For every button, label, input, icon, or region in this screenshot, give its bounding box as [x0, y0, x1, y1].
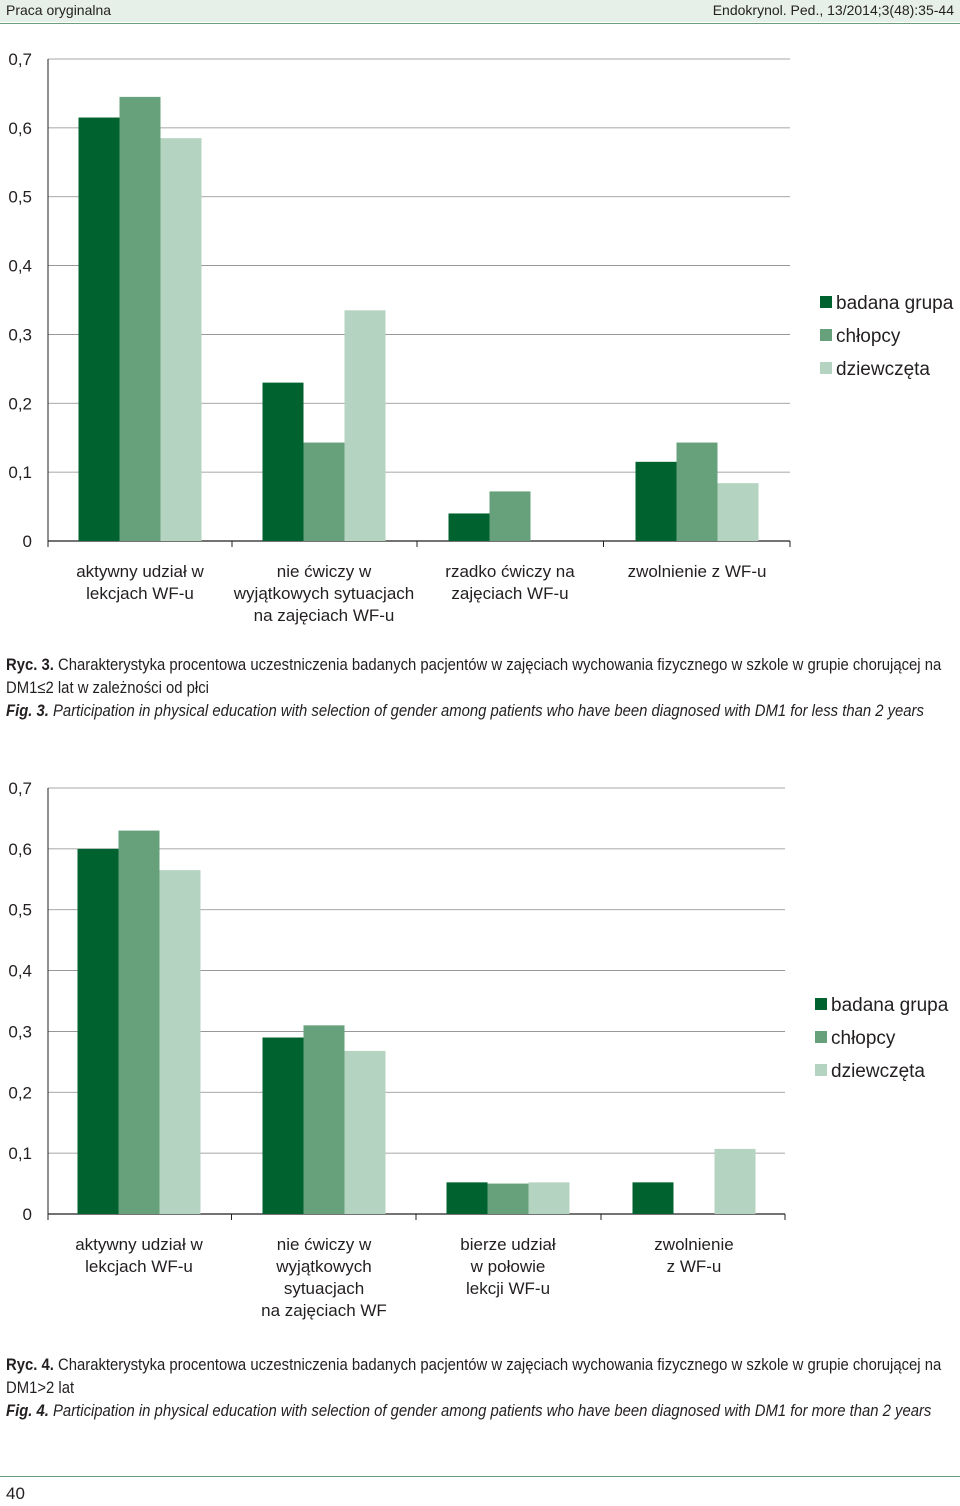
- category-label: bierze udział: [460, 1235, 556, 1254]
- category-label: lekcjach WF-u: [85, 1257, 193, 1276]
- y-tick-label: 0,1: [8, 463, 32, 482]
- figure-4-text-pl: Charakterystyka procentowa uczestniczeni…: [6, 1356, 942, 1397]
- category-label: wyjątkowych: [275, 1257, 371, 1276]
- figure-4-chart: 0 0,1 0,2 0,3 0,4 0,5 0,6 0,7 aktywny udział w le…: [0, 770, 960, 1350]
- y-tick-label: 0,6: [8, 840, 32, 859]
- figure-3-caption: Ryc. 3. Charakterystyka procentowa uczes…: [6, 654, 951, 723]
- category-label: na zajęciach WF: [261, 1301, 387, 1320]
- figure-3-caption-english: Fig. 3. Participation in physical educat…: [6, 700, 951, 723]
- bar-badana-grupa-2: [448, 513, 490, 541]
- bar-badana-grupa-0: [78, 117, 120, 542]
- y-tick-label: 0,2: [8, 394, 32, 413]
- category-label: aktywny udział w: [75, 1235, 203, 1254]
- category-label: na zajęciach WF-u: [254, 606, 395, 625]
- figure-3-caption-polish: Ryc. 3. Charakterystyka procentowa uczes…: [6, 654, 951, 700]
- legend-swatch: [820, 296, 832, 308]
- chart-0-svg: 0 0,1 0,2 0,3 0,4 0,5 0,6 0,7 aktywny udział w le…: [8, 50, 954, 625]
- category-label: w połowie: [470, 1257, 546, 1276]
- header-journal-citation: Endokrynol. Ped., 13/2014;3(48):35-44: [712, 2, 954, 18]
- bar-chłopcy-2: [489, 491, 531, 541]
- page-number: 40: [6, 1484, 25, 1503]
- y-tick-label: 0,3: [8, 1022, 32, 1041]
- y-tick-label: 0,6: [8, 119, 32, 138]
- figure-3-label-pl: Ryc. 3.: [6, 656, 54, 674]
- y-tick-label: 0,7: [8, 50, 32, 69]
- category-label: zwolnienie: [654, 1235, 733, 1254]
- y-tick-label: 0,2: [8, 1083, 32, 1102]
- bar-chłopcy-0: [118, 830, 160, 1214]
- figure-3-text-pl: Charakterystyka procentowa uczestniczeni…: [6, 656, 942, 697]
- legend-label: dziewczęta: [831, 1061, 925, 1082]
- bar-badana-grupa-2: [446, 1182, 488, 1214]
- page-header: Praca oryginalna Endokrynol. Ped., 13/20…: [0, 0, 960, 22]
- bar-chłopcy-3: [676, 442, 718, 541]
- legend-swatch: [815, 1031, 827, 1043]
- legend-label: chłopcy: [836, 326, 901, 347]
- y-tick-label: 0,3: [8, 325, 32, 344]
- bar-dziewczęta-0: [159, 870, 201, 1214]
- legend-swatch: [815, 1064, 827, 1076]
- category-label: lekcjach WF-u: [86, 584, 194, 603]
- figure-4-label-en: Fig. 4.: [6, 1402, 49, 1420]
- y-tick-label: 0: [23, 1205, 32, 1224]
- bar-dziewczęta-0: [160, 138, 202, 541]
- figure-4-caption-polish: Ryc. 4. Charakterystyka procentowa uczes…: [6, 1354, 951, 1400]
- legend-label: badana grupa: [836, 293, 954, 314]
- category-label: nie ćwiczy w: [277, 562, 372, 581]
- bar-chłopcy-1: [303, 1025, 345, 1214]
- chart-1-svg: 0 0,1 0,2 0,3 0,4 0,5 0,6 0,7 aktywny udział w le…: [8, 779, 949, 1320]
- header-rule: [0, 23, 960, 24]
- category-label: rzadko ćwiczy na: [445, 562, 575, 581]
- y-tick-label: 0,1: [8, 1144, 32, 1163]
- y-tick-label: 0,7: [8, 779, 32, 798]
- figure-3-text-en: Participation in physical education with…: [48, 702, 924, 720]
- category-label: zajęciach WF-u: [451, 584, 568, 603]
- category-label: lekcji WF-u: [466, 1279, 550, 1298]
- y-tick-label: 0: [23, 532, 32, 551]
- bar-dziewczęta-2: [528, 1182, 570, 1214]
- bar-dziewczęta-1: [344, 310, 386, 541]
- figure-4-text-en: Participation in physical education with…: [48, 1402, 932, 1420]
- y-tick-label: 0,4: [8, 257, 32, 276]
- bar-chłopcy-1: [303, 442, 345, 541]
- legend-swatch: [820, 362, 832, 374]
- bar-dziewczęta-1: [344, 1050, 386, 1214]
- category-label: aktywny udział w: [76, 562, 204, 581]
- category-label: z WF-u: [667, 1257, 722, 1276]
- bar-badana-grupa-3: [635, 461, 677, 541]
- legend-label: dziewczęta: [836, 359, 930, 380]
- legend-label: chłopcy: [831, 1028, 896, 1049]
- category-label: zwolnienie z WF-u: [628, 562, 767, 581]
- figure-4-caption-english: Fig. 4. Participation in physical educat…: [6, 1400, 951, 1423]
- bar-chłopcy-0: [119, 96, 161, 541]
- legend-swatch: [820, 329, 832, 341]
- bar-dziewczęta-3: [714, 1148, 756, 1214]
- legend-swatch: [815, 998, 827, 1010]
- bar-dziewczęta-3: [717, 483, 759, 541]
- figure-3-label-en: Fig. 3.: [6, 702, 49, 720]
- bar-badana-grupa-3: [632, 1182, 674, 1214]
- figure-4-caption: Ryc. 4. Charakterystyka procentowa uczes…: [6, 1354, 951, 1423]
- bar-badana-grupa-1: [262, 1037, 304, 1214]
- header-section-label: Praca oryginalna: [6, 2, 112, 18]
- category-label: sytuacjach: [284, 1279, 364, 1298]
- category-label: wyjątkowych sytuacjach: [233, 584, 414, 603]
- y-tick-label: 0,5: [8, 188, 32, 207]
- bar-badana-grupa-1: [262, 382, 304, 541]
- figure-3-chart: 0 0,1 0,2 0,3 0,4 0,5 0,6 0,7 aktywny udział w le…: [0, 40, 960, 640]
- y-tick-label: 0,5: [8, 901, 32, 920]
- footer-rule: [0, 1476, 960, 1477]
- category-label: nie ćwiczy w: [277, 1235, 372, 1254]
- bar-chłopcy-2: [487, 1183, 529, 1214]
- y-tick-label: 0,4: [8, 962, 32, 981]
- bar-badana-grupa-0: [77, 848, 119, 1214]
- figure-4-label-pl: Ryc. 4.: [6, 1356, 54, 1374]
- legend-label: badana grupa: [831, 995, 949, 1016]
